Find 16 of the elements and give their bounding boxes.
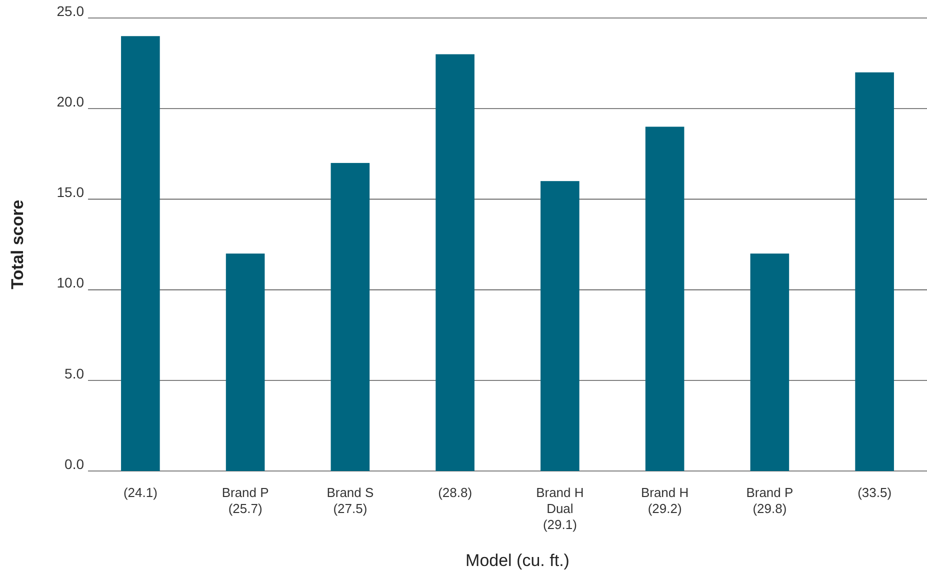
x-tick-label: Brand S (27.5) — [326, 485, 374, 516]
x-tick-label: Brand H (29.2) — [640, 485, 689, 516]
x-tick-label: (24.1) — [123, 485, 158, 500]
y-tick-label: 20.0 — [56, 94, 84, 110]
x-tick-label: Brand P (25.7) — [222, 485, 269, 516]
y-tick-label: 10.0 — [56, 274, 84, 291]
y-axis-title: Total score — [8, 200, 27, 290]
x-tick-label: (33.5) — [858, 485, 892, 500]
y-tick-label: 25.0 — [56, 2, 84, 19]
x-tick-label: Brand P (29.8) — [746, 485, 794, 516]
y-tick-label: 15.0 — [56, 184, 84, 200]
x-tick-label: Brand H Dual (29.1) — [536, 485, 584, 532]
y-tick-label: 0.0 — [64, 456, 84, 472]
y-tick-label: 5.0 — [64, 365, 84, 382]
x-tick-label: (28.8) — [438, 485, 472, 500]
x-axis-title: Model (cu. ft.) — [466, 551, 570, 570]
